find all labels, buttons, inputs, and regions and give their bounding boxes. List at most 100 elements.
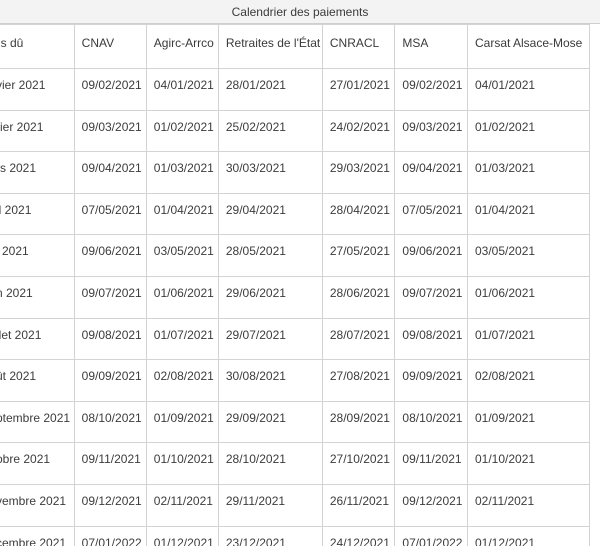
cell-carsat: 01/10/2021 [466,442,591,485]
cell-retraites-etat: 29/11/2021 [217,483,323,527]
cell-agirc-arrco: 03/05/2021 [145,234,219,277]
table-row: rier 2021 09/03/2021 01/02/2021 25/02/2021 2… [0,109,591,153]
table-row: obre 2021 09/11/2021 01/10/2021 28/10/2021 2… [0,442,591,485]
cell-msa: 09/11/2021 [394,442,468,485]
cell-month: n 2021 [0,275,75,319]
cell-agirc-arrco: 01/09/2021 [145,400,219,444]
column-header-carsat: Carsat Alsace-Mose [466,24,591,69]
payment-table: is dû CNAV Agirc-Arrco Retraites de l'Ét… [0,24,591,546]
cell-retraites-etat: 29/09/2021 [217,400,323,444]
cell-month: vembre 2021 [0,483,75,527]
cell-month: il 2021 [0,192,75,236]
cell-carsat: 02/11/2021 [466,483,591,527]
table-row: ût 2021 09/09/2021 02/08/2021 30/08/2021 27/… [0,359,591,402]
cell-cnracl: 28/07/2021 [321,317,396,361]
column-header-cnav: CNAV [73,24,147,69]
cell-cnav: 09/04/2021 [73,151,147,194]
table-body: vier 2021 09/02/2021 04/01/2021 28/01/2021 2… [0,68,591,546]
cell-retraites-etat: 30/03/2021 [217,151,323,194]
cell-cnav: 09/06/2021 [73,234,147,277]
cell-agirc-arrco: 01/06/2021 [145,275,219,319]
cell-agirc-arrco: 01/12/2021 [145,525,219,546]
cell-carsat: 01/02/2021 [466,109,591,153]
cell-cnav: 09/12/2021 [73,483,147,527]
table-row: llet 2021 09/08/2021 01/07/2021 29/07/2021 2… [0,317,591,361]
cell-carsat: 01/03/2021 [466,151,591,194]
column-header-retraites-etat: Retraites de l'État [217,24,323,69]
cell-month: ût 2021 [0,359,75,402]
cell-retraites-etat: 28/10/2021 [217,442,323,485]
cell-msa: 09/02/2021 [394,68,468,111]
cell-cnav: 08/10/2021 [73,400,147,444]
cell-carsat: 04/01/2021 [466,68,591,111]
cell-agirc-arrco: 01/04/2021 [145,192,219,236]
cell-agirc-arrco: 04/01/2021 [145,68,219,111]
cell-retraites-etat: 29/04/2021 [217,192,323,236]
cell-cnracl: 26/11/2021 [321,483,396,527]
cell-cnav: 09/03/2021 [73,109,147,153]
cell-cnracl: 27/05/2021 [321,234,396,277]
column-header-agirc-arrco: Agirc-Arrco [145,24,219,69]
table-row: i 202109/06/202103/05/202128/05/202127/0… [0,234,591,277]
cell-cnav: 09/08/2021 [73,317,147,361]
cell-retraites-etat: 28/01/2021 [217,68,323,111]
cell-cnracl: 27/10/2021 [321,442,396,485]
table-row: vier 2021 09/02/2021 04/01/2021 28/01/2021 2… [0,68,591,111]
cell-msa: 09/06/2021 [394,234,468,277]
cell-msa: 09/04/2021 [394,151,468,194]
cell-month: cembre 2021 [0,525,75,546]
table-row: rs 2021 09/04/2021 01/03/2021 30/03/2021 29/… [0,151,591,194]
cell-agirc-arrco: 02/11/2021 [145,483,219,527]
cell-agirc-arrco: 01/02/2021 [145,109,219,153]
cell-retraites-etat: 30/08/2021 [217,359,323,402]
cell-cnracl: 28/09/2021 [321,400,396,444]
cell-cnav: 09/09/2021 [73,359,147,402]
cell-month: rier 2021 [0,109,75,153]
cell-carsat: 01/06/2021 [466,275,591,319]
cell-cnav: 07/01/2022 [73,525,147,546]
cell-msa: 07/01/2022 [394,525,468,546]
table-row: cembre 2021 07/01/2022 01/12/2021 23/12/202… [0,525,591,546]
table-row: vembre 2021 09/12/2021 02/11/2021 29/11/202… [0,483,591,527]
header-row: is dû CNAV Agirc-Arrco Retraites de l'Ét… [0,24,591,69]
cell-retraites-etat: 23/12/2021 [217,525,323,546]
cell-cnav: 09/07/2021 [73,275,147,319]
cell-retraites-etat: 29/06/2021 [217,275,323,319]
cell-agirc-arrco: 01/10/2021 [145,442,219,485]
column-header-month: is dû [0,24,75,69]
cell-agirc-arrco: 01/03/2021 [145,151,219,194]
cell-carsat: 02/08/2021 [466,359,591,402]
cell-retraites-etat: 29/07/2021 [217,317,323,361]
cell-carsat: 01/09/2021 [466,400,591,444]
cell-month: vier 2021 [0,68,75,111]
cell-cnracl: 24/02/2021 [321,109,396,153]
cell-cnracl: 29/03/2021 [321,151,396,194]
table-caption: Calendrier des paiements [0,0,600,24]
cell-msa: 08/10/2021 [394,400,468,444]
cell-msa: 09/08/2021 [394,317,468,361]
cell-carsat: 01/07/2021 [466,317,591,361]
cell-month: rs 2021 [0,151,75,194]
cell-month: obre 2021 [0,442,75,485]
cell-cnav: 09/02/2021 [73,68,147,111]
cell-cnracl: 28/06/2021 [321,275,396,319]
cell-cnracl: 24/12/2021 [321,525,396,546]
cell-carsat: 01/04/2021 [466,192,591,236]
table-row: il 202107/05/202101/04/202129/04/202128/… [0,192,591,236]
cell-cnav: 07/05/2021 [73,192,147,236]
cell-cnav: 09/11/2021 [73,442,147,485]
cell-msa: 09/12/2021 [394,483,468,527]
column-header-cnracl: CNRACL [321,24,396,69]
cell-msa: 09/07/2021 [394,275,468,319]
column-header-msa: MSA [394,24,468,69]
cell-carsat: 01/12/2021 [466,525,591,546]
cell-msa: 09/09/2021 [394,359,468,402]
cell-agirc-arrco: 01/07/2021 [145,317,219,361]
cell-msa: 09/03/2021 [394,109,468,153]
cell-msa: 07/05/2021 [394,192,468,236]
cell-cnracl: 28/04/2021 [321,192,396,236]
cell-month: ptembre 2021 [0,400,75,444]
cell-cnracl: 27/08/2021 [321,359,396,402]
cell-carsat: 03/05/2021 [466,234,591,277]
